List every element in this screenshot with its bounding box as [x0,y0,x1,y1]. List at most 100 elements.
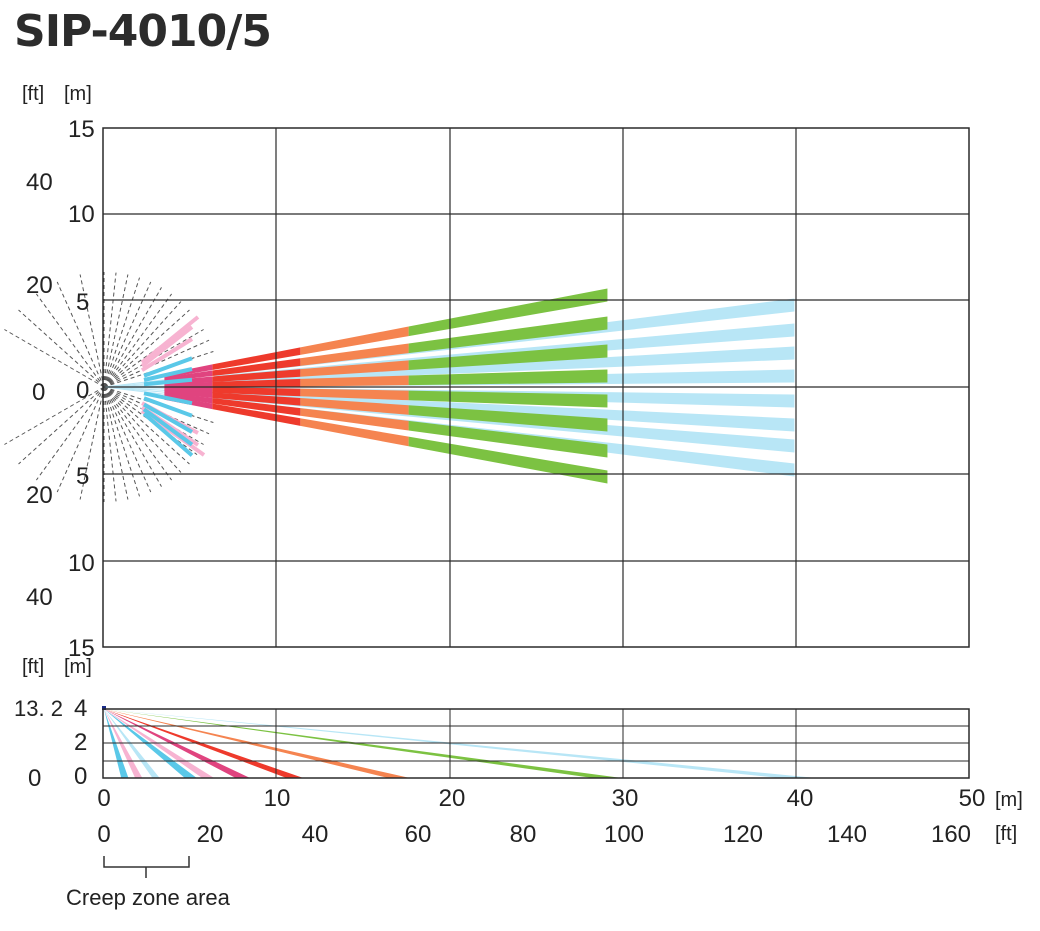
red-curtain [212,392,301,406]
top-m-tick: 15 [68,116,95,143]
side-m-unit: [m] [64,656,92,678]
cyan-curtain [143,391,193,406]
red-curtain [212,397,301,416]
x-m-tick: 0 [97,785,110,812]
red-curtain [212,358,301,377]
cyan-curtain [143,377,193,387]
top-view: [ft] [m] 15 10 5 0 5 10 15 40 20 0 20 40 [4,83,970,662]
x-ft-unit: [ft] [995,823,1017,845]
dashed-fan-line [4,329,105,388]
magenta-curtain [164,370,213,382]
x-m-unit: [m] [995,789,1023,811]
x-ft-tick: 0 [97,821,110,848]
red-curtain [212,347,301,371]
x-ft-tick: 40 [302,821,329,848]
green-curtain [408,436,608,484]
top-ft-tick: 20 [26,482,53,509]
side-m-tick: 2 [74,729,87,756]
dashed-fan-line [56,281,105,388]
x-ft-tick: 100 [604,821,644,848]
top-ft-tick: 40 [26,169,53,196]
top-ft-tick: 0 [32,379,45,406]
dashed-fan-line [103,274,129,388]
green-curtain [408,390,608,408]
top-ft-unit: [ft] [22,83,44,105]
orange-curtain [300,418,409,447]
light-blue-curtain [214,391,795,432]
side-view: [ft] [m] 4 2 0 13. 2 0 [14,656,970,792]
green-curtain [408,369,608,386]
dashed-fan-line [103,386,141,497]
top-m-tick: 5 [76,463,89,490]
top-ft-tick: 20 [26,272,53,299]
orange-curtain [300,388,409,401]
x-m-tick: 40 [787,785,814,812]
dashed-fan-line [103,287,162,388]
creep-zone-bracket: Creep zone area [66,856,231,910]
top-m-tick: 10 [68,201,95,228]
cyan-curtain [142,412,194,457]
dashed-fan-line [103,386,162,487]
magenta-curtain [164,389,213,398]
cyan-curtain [143,356,193,378]
orange-curtain [300,408,409,431]
orange-curtain [300,326,409,355]
x-m-tick: 50 [959,785,986,812]
sensor-marker [102,706,106,710]
product-title: SIP-4010/5 [14,6,272,57]
dashed-fan-line [103,386,172,481]
x-ft-tick: 20 [197,821,224,848]
top-view-beams [4,272,795,502]
top-m-unit: [m] [64,83,92,105]
side-ft-tick: 13. 2 [14,696,63,721]
x-axis: 0 10 20 30 40 50 [m] 0 20 40 60 80 100 1… [97,785,1022,848]
green-curtain [408,405,608,432]
red-curtain [212,403,301,426]
top-m-tick: 10 [68,550,95,577]
magenta-curtain [164,386,213,393]
green-curtain [408,316,608,354]
x-ft-tick: 140 [827,821,867,848]
dashed-fan-line [103,293,172,388]
red-curtain [212,387,301,397]
dashed-fan-line [4,386,105,445]
dashed-fan-line [103,339,210,388]
green-curtain [408,344,608,371]
x-m-tick: 10 [264,785,291,812]
cyan-curtain [143,396,193,418]
dashed-fan-line [103,281,152,388]
pink-curtain [140,337,194,372]
pink-curtain [140,325,194,368]
top-view-grid [102,127,970,648]
dashed-fan-line [79,386,105,500]
red-curtain [212,369,301,383]
top-ft-tick: 40 [26,584,53,611]
dashed-fan-line [36,293,105,388]
dashed-fan-line [36,386,105,481]
x-ft-tick: 120 [723,821,763,848]
dashed-fan-line [103,386,190,465]
orange-curtain [300,375,409,387]
top-m-tick: 15 [68,635,95,662]
dashed-fan-line [103,277,141,388]
red-curtain [212,378,301,388]
x-ft-tick: 160 [931,821,971,848]
cyan-curtain [142,407,194,447]
side-ft-unit: [ft] [22,656,44,678]
side-view-beams [102,706,817,778]
orange-curtain [300,360,409,377]
creep-zone-label: Creep zone area [66,885,231,910]
side-m-tick: 4 [74,695,87,722]
orange-curtain [300,343,409,366]
green-curtain [408,420,608,458]
side-m-tick: 0 [74,763,87,790]
x-m-tick: 20 [439,785,466,812]
dashed-fan-line [103,386,182,473]
side-view-grid [102,708,970,779]
dashed-fan-line [56,386,105,493]
x-ft-tick: 60 [405,821,432,848]
dashed-fan-line [103,386,129,500]
dashed-fan-line [18,309,105,388]
cyan-curtain [143,367,193,382]
